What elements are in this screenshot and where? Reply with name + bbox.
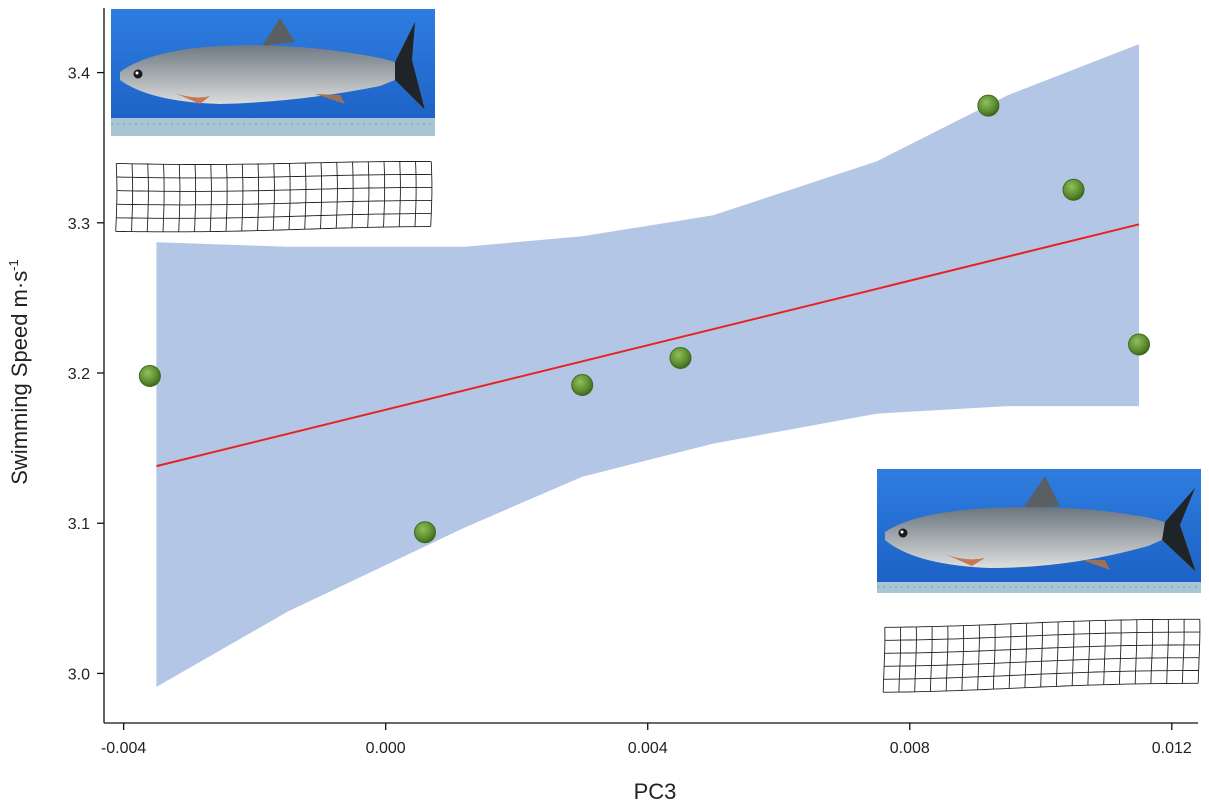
y-axis-title-main: Swimming Speed m·s [7,271,32,485]
y-tick-label: 3.1 [68,516,90,533]
y-tick-label: 3.4 [68,66,90,83]
data-point-4 [669,346,692,369]
regression-line [156,223,1140,468]
y-axis-title-superscript: -1 [6,259,21,271]
confidence-band [156,44,1139,687]
data-point-2 [413,521,436,544]
x-tick-label: 0.008 [890,740,930,757]
deformation-grid-top [115,161,433,233]
data-point-6 [1062,178,1085,201]
x-axis-title: PC3 [634,779,677,803]
fish-photo-top [111,9,435,136]
y-tick-label: 3.3 [68,216,90,233]
x-tick-label: -0.004 [101,740,146,757]
data-point-5 [977,94,1000,117]
y-tick-label: 3.0 [68,666,90,683]
confidence-band-layer [156,44,1139,687]
data-point-3 [571,374,594,397]
x-tick-label: 0.012 [1152,740,1192,757]
deformation-grid-bottom [882,618,1201,693]
y-tick-label: 3.2 [68,366,90,383]
axis-ticks-layer: -0.004 0.000 0.004 0.008 0.012 3.0 3.1 3.2 3.3 3.… [68,66,1192,757]
data-point-1 [138,365,161,388]
x-tick-label: 0.000 [366,740,406,757]
y-axis-title: Swimming Speed m·s-1 [6,259,32,485]
fit-line-layer [156,223,1140,468]
data-points-layer [138,94,1151,544]
data-point-7 [1128,333,1151,356]
fish-photo-bottom [877,469,1201,593]
x-tick-label: 0.004 [628,740,668,757]
